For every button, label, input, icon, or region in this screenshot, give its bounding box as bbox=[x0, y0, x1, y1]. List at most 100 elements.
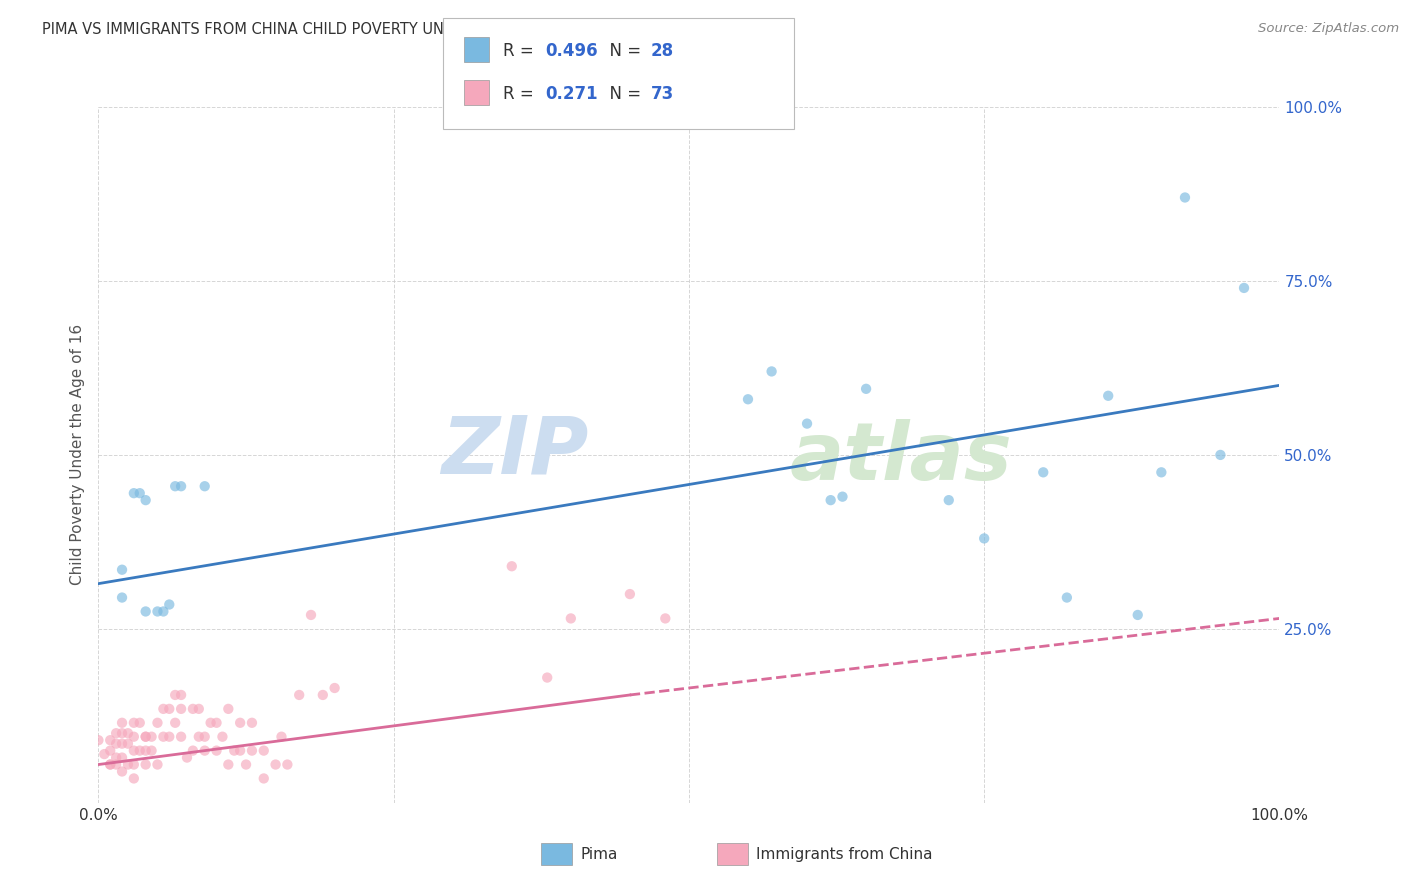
Point bbox=[270, 730, 292, 744]
Point bbox=[128, 486, 150, 500]
Point bbox=[1209, 448, 1232, 462]
Point bbox=[87, 733, 110, 747]
Point bbox=[152, 605, 174, 619]
Point bbox=[128, 744, 150, 758]
Text: Immigrants from China: Immigrants from China bbox=[756, 847, 934, 862]
Text: Pima: Pima bbox=[581, 847, 619, 862]
Point bbox=[820, 493, 842, 508]
Point bbox=[135, 730, 157, 744]
Point bbox=[229, 744, 252, 758]
Point bbox=[98, 757, 121, 772]
Point bbox=[312, 688, 335, 702]
Text: atlas: atlas bbox=[789, 419, 1012, 498]
Point bbox=[560, 611, 582, 625]
Point bbox=[122, 757, 145, 772]
Point bbox=[170, 688, 193, 702]
Point bbox=[98, 744, 121, 758]
Point bbox=[93, 747, 115, 761]
Point bbox=[105, 757, 128, 772]
Text: 28: 28 bbox=[651, 42, 673, 60]
Point bbox=[117, 757, 139, 772]
Point bbox=[122, 715, 145, 730]
Point bbox=[619, 587, 641, 601]
Point bbox=[240, 715, 263, 730]
Point bbox=[165, 479, 187, 493]
Point bbox=[796, 417, 818, 431]
Point bbox=[200, 715, 222, 730]
Point bbox=[654, 611, 676, 625]
Point bbox=[1233, 281, 1256, 295]
Text: R =: R = bbox=[503, 42, 540, 60]
Text: N =: N = bbox=[599, 85, 647, 103]
Point bbox=[141, 744, 163, 758]
Point bbox=[761, 364, 783, 378]
Text: PIMA VS IMMIGRANTS FROM CHINA CHILD POVERTY UNDER THE AGE OF 16 CORRELATION CHAR: PIMA VS IMMIGRANTS FROM CHINA CHILD POVE… bbox=[42, 22, 754, 37]
Point bbox=[122, 772, 145, 786]
Point bbox=[111, 726, 134, 740]
Point bbox=[170, 479, 193, 493]
Point bbox=[157, 730, 180, 744]
Point bbox=[1032, 466, 1054, 480]
Point bbox=[146, 757, 169, 772]
Point bbox=[146, 605, 169, 619]
Text: R =: R = bbox=[503, 85, 540, 103]
Point bbox=[973, 532, 995, 546]
Point bbox=[111, 591, 134, 605]
Point bbox=[111, 737, 134, 751]
Point bbox=[117, 726, 139, 740]
Point bbox=[117, 737, 139, 751]
Point bbox=[253, 744, 276, 758]
Point bbox=[98, 733, 121, 747]
Point bbox=[240, 744, 263, 758]
Point bbox=[323, 681, 346, 695]
Point bbox=[176, 750, 198, 764]
Point bbox=[98, 757, 121, 772]
Point bbox=[111, 764, 134, 779]
Point bbox=[855, 382, 877, 396]
Point bbox=[135, 605, 157, 619]
Point bbox=[111, 715, 134, 730]
Point bbox=[122, 730, 145, 744]
Point bbox=[152, 702, 174, 716]
Point bbox=[170, 702, 193, 716]
Point bbox=[217, 702, 239, 716]
Point bbox=[152, 730, 174, 744]
Point bbox=[146, 715, 169, 730]
Point bbox=[194, 744, 217, 758]
Point bbox=[288, 688, 311, 702]
Point bbox=[224, 744, 246, 758]
Text: 0.271: 0.271 bbox=[546, 85, 598, 103]
Point bbox=[187, 702, 209, 716]
Point bbox=[135, 757, 157, 772]
Point bbox=[299, 607, 322, 622]
Text: 73: 73 bbox=[651, 85, 675, 103]
Point bbox=[135, 744, 157, 758]
Text: ZIP: ZIP bbox=[441, 412, 589, 491]
Point bbox=[157, 598, 180, 612]
Point bbox=[122, 744, 145, 758]
Point bbox=[194, 479, 217, 493]
Point bbox=[536, 671, 558, 685]
Point bbox=[264, 757, 287, 772]
Point bbox=[229, 715, 252, 730]
Point bbox=[105, 750, 128, 764]
Point bbox=[135, 730, 157, 744]
Point bbox=[831, 490, 853, 504]
Point bbox=[205, 744, 228, 758]
Point bbox=[128, 715, 150, 730]
Point bbox=[938, 493, 960, 508]
Point bbox=[105, 737, 128, 751]
Point bbox=[170, 730, 193, 744]
Point bbox=[105, 726, 128, 740]
Point bbox=[737, 392, 759, 407]
Point bbox=[205, 715, 228, 730]
Point bbox=[157, 702, 180, 716]
Point bbox=[276, 757, 298, 772]
Point bbox=[217, 757, 239, 772]
Point bbox=[165, 715, 187, 730]
Point bbox=[141, 730, 163, 744]
Point bbox=[135, 493, 157, 508]
Point bbox=[1126, 607, 1149, 622]
Point bbox=[165, 688, 187, 702]
Text: 0.496: 0.496 bbox=[546, 42, 598, 60]
